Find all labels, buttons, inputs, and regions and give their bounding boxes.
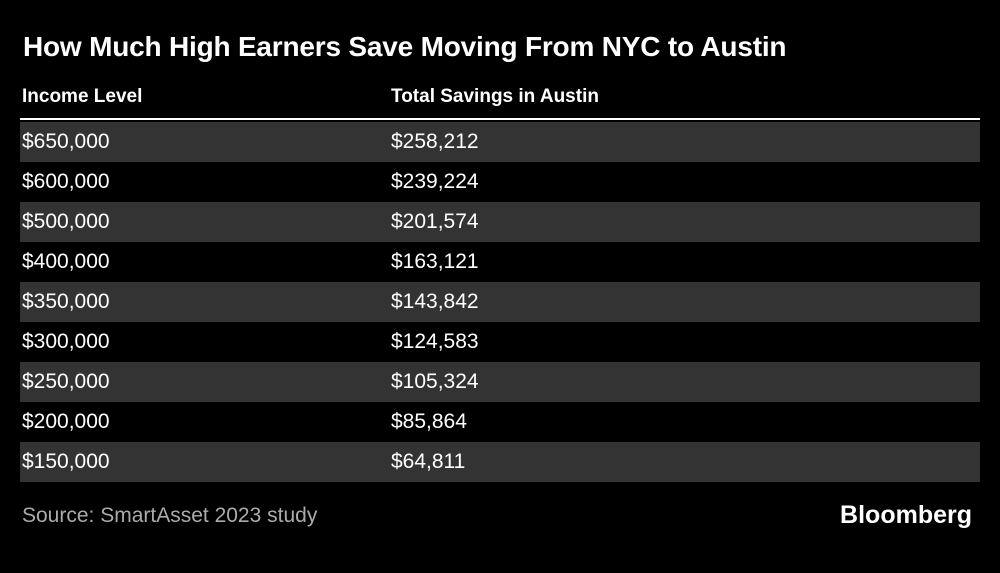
income-cell: $150,000 — [22, 450, 110, 473]
table-row: $250,000 $105,324 — [20, 362, 980, 402]
table-row: $300,000 $124,583 — [20, 322, 980, 362]
source-attribution: Source: SmartAsset 2023 study — [22, 503, 318, 527]
table-header-row: Income Level Total Savings in Austin — [20, 86, 980, 120]
table-row: $200,000 $85,864 — [20, 402, 980, 442]
savings-cell: $239,224 — [391, 170, 479, 193]
savings-cell: $124,583 — [391, 330, 479, 353]
income-cell: $400,000 — [22, 250, 110, 273]
income-cell: $200,000 — [22, 410, 110, 433]
table-row: $350,000 $143,842 — [20, 282, 980, 322]
table-row: $500,000 $201,574 — [20, 202, 980, 242]
income-cell: $350,000 — [22, 290, 110, 313]
table-row: $150,000 $64,811 — [20, 442, 980, 482]
income-cell: $600,000 — [22, 170, 110, 193]
bloomberg-logo: Bloomberg — [840, 501, 972, 529]
savings-cell: $143,842 — [391, 290, 479, 313]
table-row: $600,000 $239,224 — [20, 162, 980, 202]
savings-cell: $105,324 — [391, 370, 479, 393]
income-cell: $500,000 — [22, 210, 110, 233]
column-header-income-level: Income Level — [22, 86, 143, 107]
bloomberg-table-chart: How Much High Earners Save Moving From N… — [20, 30, 980, 530]
table-body: $650,000 $258,212 $600,000 $239,224 $500… — [20, 122, 980, 482]
table-row: $400,000 $163,121 — [20, 242, 980, 282]
income-cell: $650,000 — [22, 130, 110, 153]
savings-cell: $163,121 — [391, 250, 479, 273]
table-row: $650,000 $258,212 — [20, 122, 980, 162]
column-header-total-savings: Total Savings in Austin — [391, 86, 599, 107]
chart-title: How Much High Earners Save Moving From N… — [23, 31, 787, 62]
chart-footer: Source: SmartAsset 2023 study Bloomberg — [20, 501, 980, 530]
savings-cell: $85,864 — [391, 410, 467, 433]
savings-cell: $258,212 — [391, 130, 479, 153]
savings-cell: $201,574 — [391, 210, 479, 233]
savings-cell: $64,811 — [391, 450, 466, 473]
income-cell: $300,000 — [22, 330, 110, 353]
income-cell: $250,000 — [22, 370, 110, 393]
